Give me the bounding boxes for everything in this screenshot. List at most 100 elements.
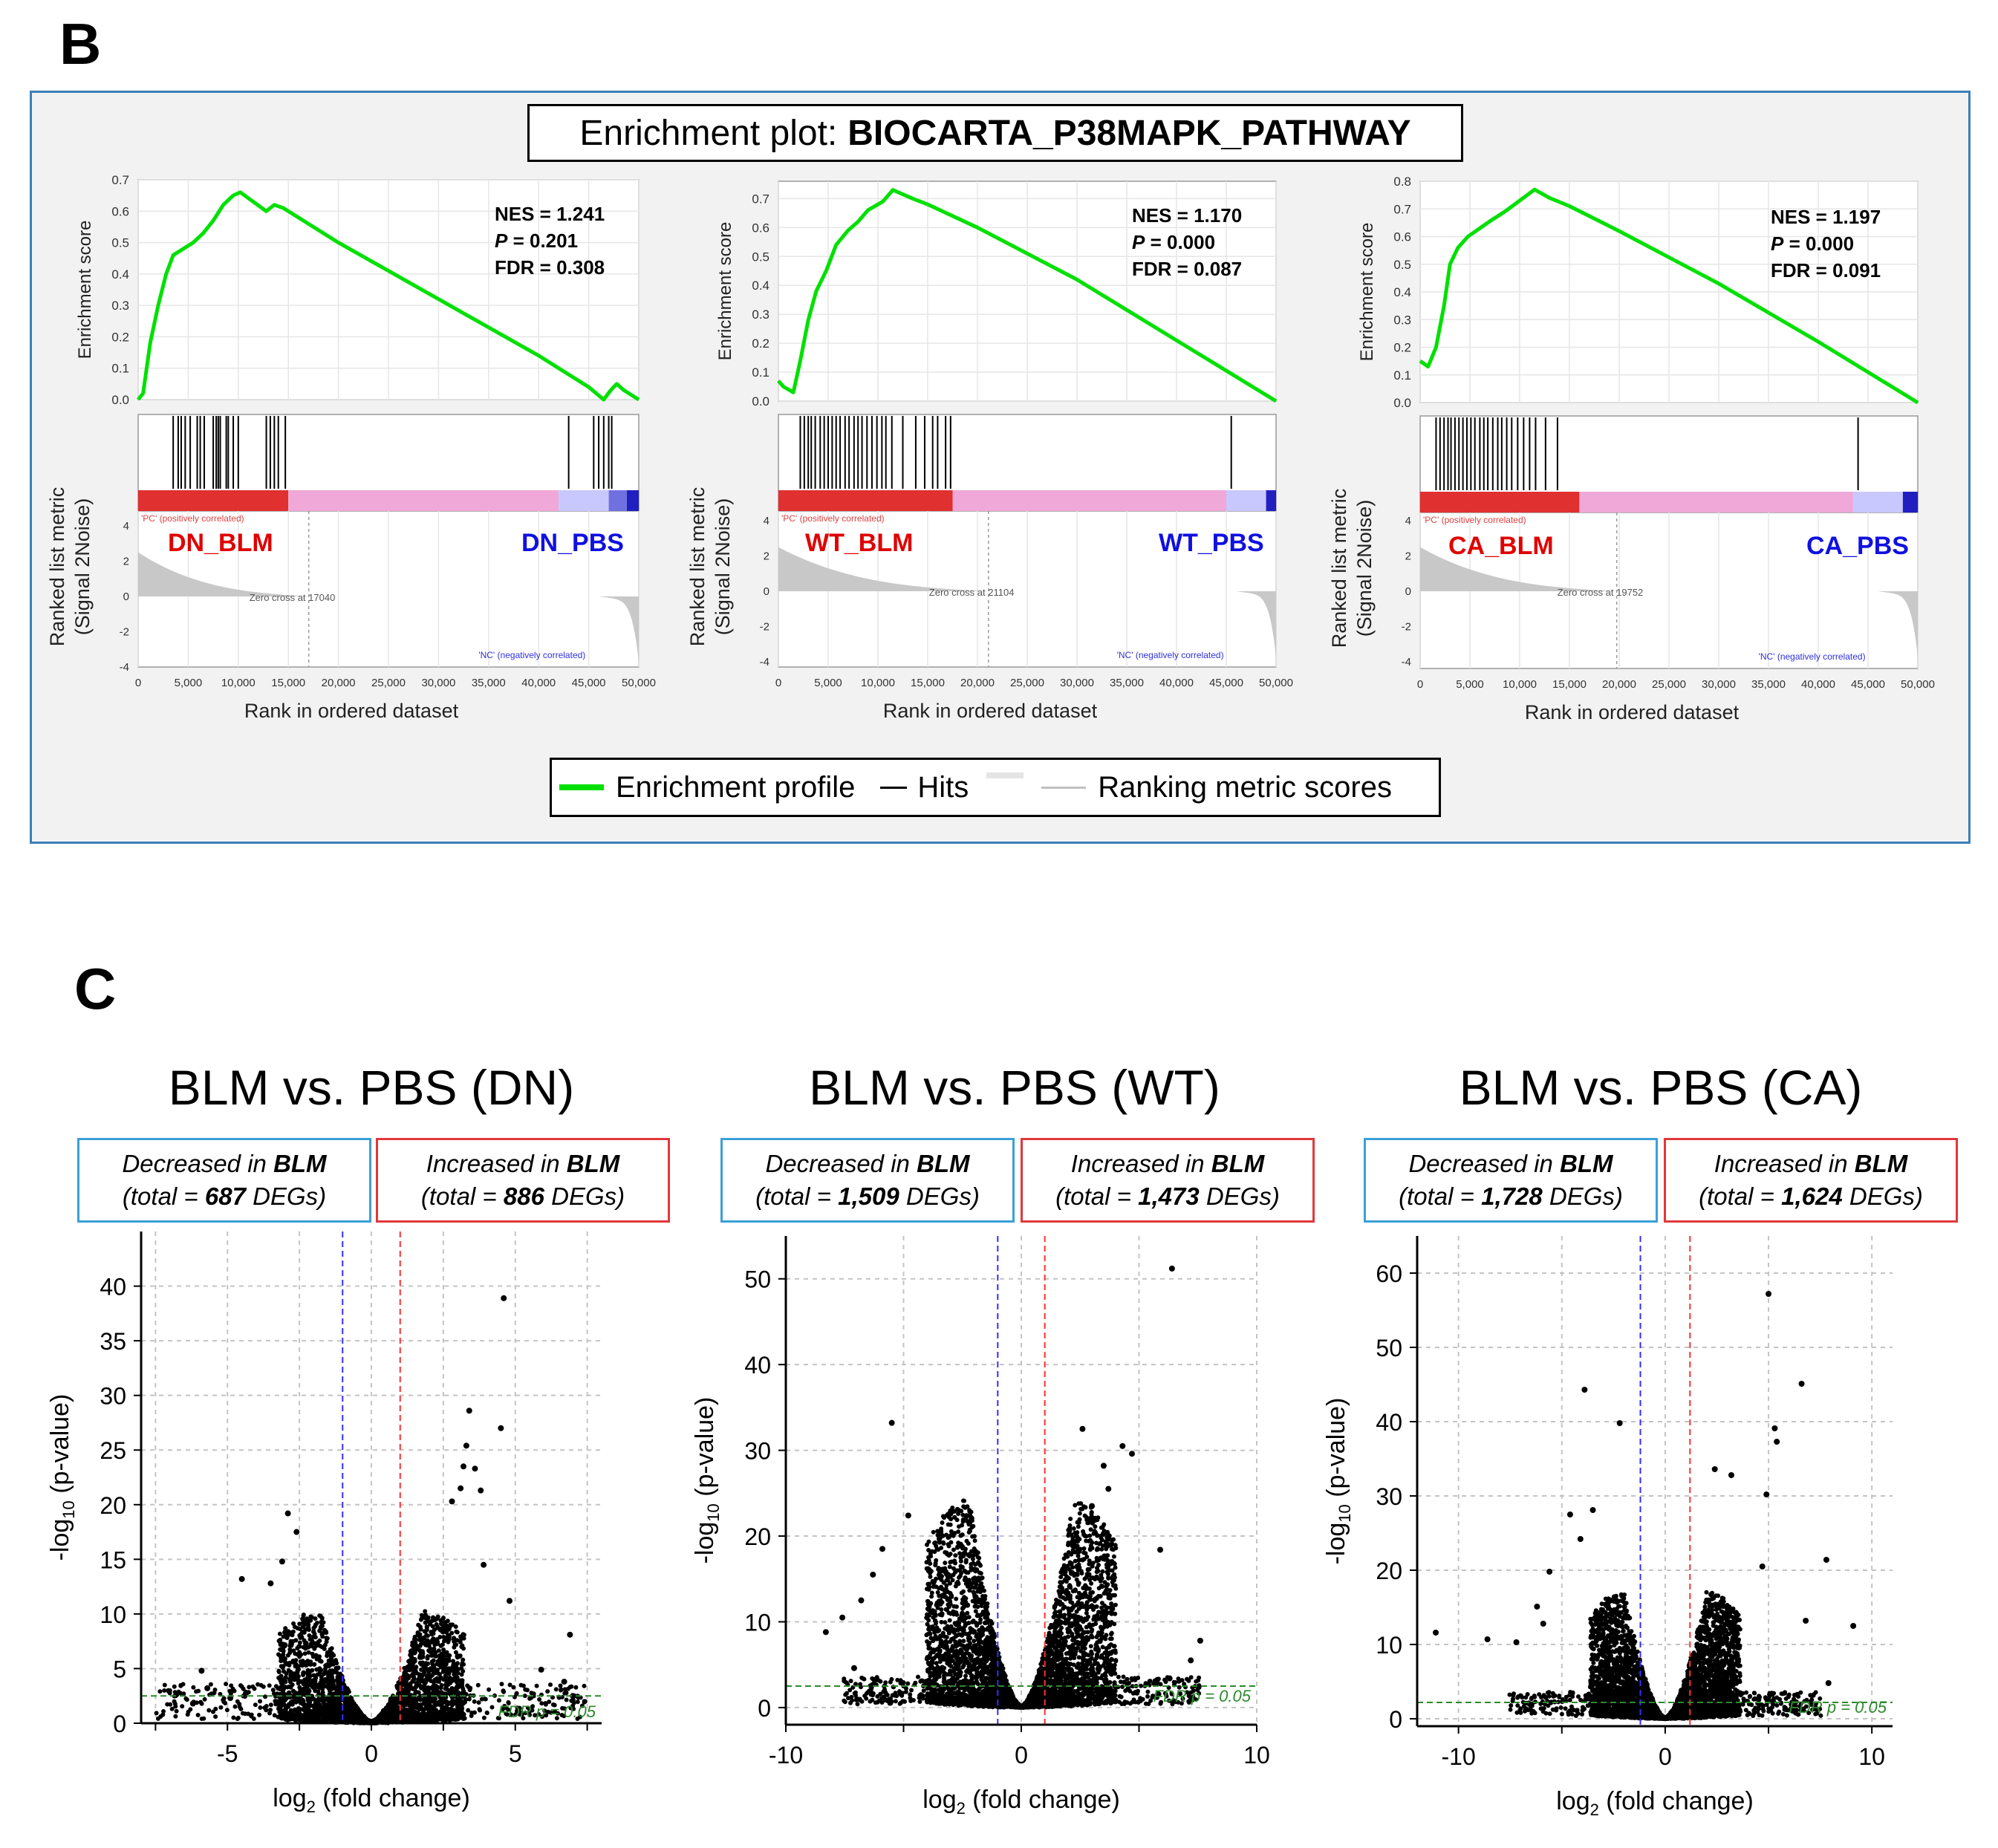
outlier-point [279,1558,285,1565]
outlier-point [204,1685,211,1691]
y-tick-label: 50 [744,1266,771,1293]
data-point [406,1714,411,1720]
nc-label: 'NC' (negatively correlated) [1117,650,1224,660]
data-point [238,1683,243,1688]
data-point [319,1705,325,1711]
data-point [406,1710,411,1715]
data-point [321,1620,326,1625]
data-point [448,1680,453,1685]
data-point [419,1675,424,1680]
rank-x-axis-label: Rank in ordered dataset [1525,701,1740,723]
x-tick-label: 45,000 [1209,677,1243,689]
data-point [450,1699,455,1704]
volcano-wt-increased-box: Increased in BLM (total = 1,473 DEGs) [1021,1138,1315,1223]
data-point [296,1644,302,1649]
data-point [185,1712,190,1717]
data-point [318,1624,323,1630]
x-tick-label: 50,000 [622,677,656,689]
data-point [406,1676,411,1681]
x-tick-label: 0 [1015,1742,1028,1769]
nc-label: 'NC' (negatively correlated) [478,650,585,660]
data-point [564,1691,569,1696]
data-point [287,1713,292,1718]
data-point [429,1717,434,1722]
data-point [306,1627,311,1633]
data-point [499,1682,504,1687]
data-point [558,1683,563,1688]
gsea-ca-nes: NES = 1.197 [1771,206,1881,228]
data-point [482,1696,487,1702]
x-tick-label: 0 [365,1740,378,1767]
x-tick-label: 10,000 [1503,678,1537,691]
data-point [420,1707,426,1712]
data-point [446,1639,451,1644]
rank-axis-label-1: Ranked list metric [686,487,709,647]
data-point [337,1688,342,1693]
x-tick-label: 5 [509,1740,522,1767]
x-tick-label: 40,000 [1159,677,1194,689]
data-point [402,1665,407,1670]
data-point [401,1681,406,1686]
heatbar-segment [1902,492,1918,513]
data-point [553,1687,559,1692]
data-point [437,1635,443,1639]
data-point [432,1653,436,1658]
data-point [319,1668,324,1673]
data-point [343,1711,348,1716]
es-tick-label: 0.5 [111,236,129,250]
data-point [446,1688,451,1693]
legend-ranking-label: Ranking metric scores [1098,770,1392,804]
rank-tick-label: 0 [1405,585,1411,598]
data-point [264,1704,269,1708]
data-point [507,1682,512,1688]
gsea-dn-pos-class: DN_BLM [168,529,273,557]
data-point [279,1664,284,1669]
data-point [418,1642,423,1647]
es-tick-label: 0.2 [111,330,129,344]
data-point [332,1698,337,1703]
data-point [432,1711,437,1717]
data-point [307,1703,313,1708]
data-point [472,1699,477,1704]
data-point [428,1621,433,1627]
outlier-point [466,1408,472,1414]
volcano-wt-decreased-box: Decreased in BLM (total = 1,509 DEGs) [720,1138,1015,1223]
enrichment-plot-title: Enrichment plot: BIOCARTA_P38MAPK_PATHWAY [527,104,1463,162]
data-point [321,1716,326,1720]
data-point [302,1686,307,1691]
data-point [537,1697,542,1702]
y-tick-label: 30 [744,1438,771,1465]
es-tick-label: 0.1 [752,365,769,380]
outlier-point [267,1580,274,1587]
volcano-ca-title: BLM vs. PBS (CA) [1459,1060,1863,1115]
rank-tick-label: -2 [120,626,129,639]
data-point [297,1685,302,1690]
data-point [284,1696,289,1702]
data-point [439,1696,444,1701]
data-point [454,1629,459,1634]
x-tick-label: 5,000 [175,677,203,689]
outlier-point [507,1598,512,1604]
data-point [167,1688,172,1693]
x-tick-label: 25,000 [1010,677,1044,689]
outlier-point [461,1463,466,1470]
data-point [427,1649,432,1654]
data-point [199,1717,204,1721]
rank-x-axis-label: Rank in ordered dataset [883,700,1098,722]
data-point [548,1682,553,1688]
data-point [307,1637,313,1642]
data-point [418,1697,423,1702]
data-point [332,1703,337,1708]
rank-tick-label: 0 [764,585,769,598]
data-point [453,1691,458,1696]
data-point [293,1671,298,1676]
data-point [291,1699,296,1704]
x-tick-label: 45,000 [1851,678,1885,691]
data-point [421,1684,426,1689]
x-tick-label: 35,000 [1751,678,1786,691]
data-point [569,1684,574,1689]
enrichment-title-pathway: BIOCARTA_P38MAPK_PATHWAY [847,113,1411,153]
data-point [438,1618,443,1623]
data-point [951,1547,956,1552]
